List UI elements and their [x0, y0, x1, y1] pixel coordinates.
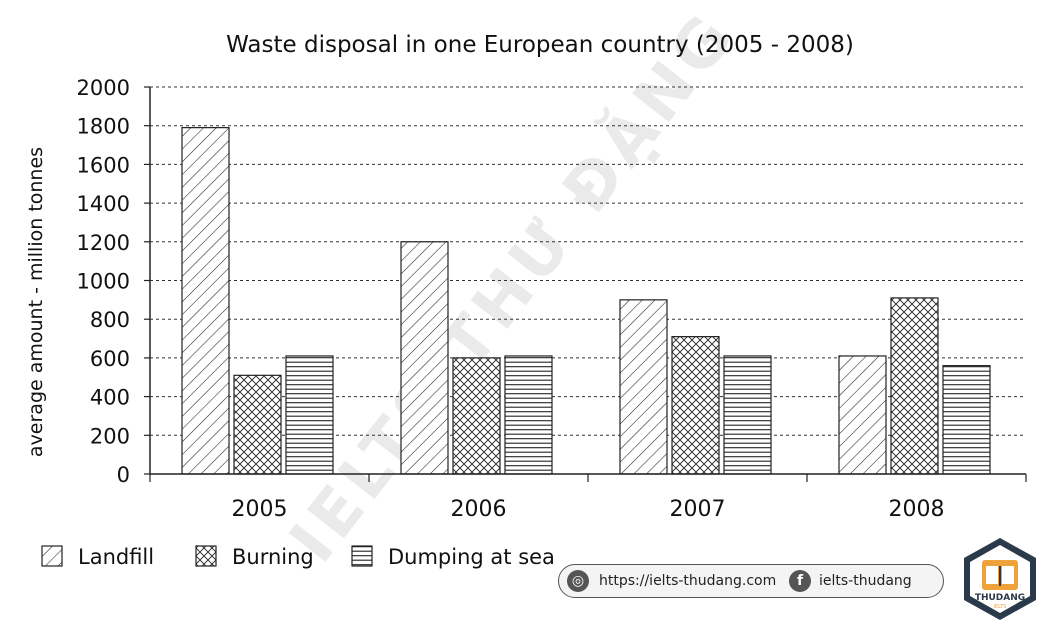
website-badge[interactable]: ◎ https://ielts-thudang.com f ielts-thud… — [558, 564, 944, 598]
bar-dumping-at-sea-2008 — [942, 365, 991, 475]
bar-landfill-2008 — [838, 355, 887, 475]
website-link[interactable]: https://ielts-thudang.com — [599, 573, 777, 589]
logo-brand-text: THUDANG — [975, 593, 1025, 603]
x-tick-label: 2008 — [889, 497, 945, 522]
bar-burning-2007 — [671, 336, 720, 475]
y-tick-label: 1600 — [77, 153, 130, 177]
bar-dumping-at-sea-2006 — [504, 355, 553, 475]
globe-icon: ◎ — [567, 570, 589, 592]
x-tick-label: 2006 — [451, 497, 507, 522]
legend-label: Burning — [232, 545, 314, 569]
legend-swatch-dumping-at-sea — [351, 545, 373, 567]
watermark-text: IELTS THƯ ĐẶNG — [274, 0, 751, 576]
legend: Landfill Burning Dumping at sea — [41, 545, 555, 569]
y-tick-label: 1200 — [77, 231, 130, 255]
bars — [181, 127, 991, 475]
legend-swatch-landfill — [41, 545, 63, 567]
facebook-link[interactable]: ielts-thudang — [819, 573, 912, 589]
bar-landfill-2005 — [181, 127, 230, 475]
bar-landfill-2006 — [400, 241, 449, 475]
bar-dumping-at-sea-2005 — [285, 355, 334, 475]
y-tick-label: 600 — [90, 347, 130, 371]
y-axis-label: average amount - million tonnes — [25, 147, 47, 457]
legend-swatch-burning — [195, 545, 217, 567]
y-tick-label: 0 — [117, 463, 130, 487]
bar-dumping-at-sea-2007 — [723, 355, 772, 475]
y-axis-ticks: 0 200 400 600 800 1000 1200 1400 1600 1800 2000 — [77, 76, 150, 487]
legend-label: Landfill — [78, 545, 154, 569]
y-tick-label: 200 — [90, 424, 130, 448]
x-axis-ticks: 2005 2006 2007 2008 — [149, 474, 1027, 522]
chart-title: Waste disposal in one European country (… — [226, 32, 854, 58]
y-tick-label: 1000 — [77, 270, 130, 294]
bar-landfill-2007 — [619, 299, 668, 475]
y-tick-label: 1400 — [77, 192, 130, 216]
y-tick-label: 1800 — [77, 115, 130, 139]
gridlines — [150, 86, 1026, 436]
x-tick-label: 2007 — [670, 497, 726, 522]
y-tick-label: 400 — [90, 386, 130, 410]
logo-sub-text: IELTS — [994, 604, 1007, 610]
bar-burning-2005 — [233, 374, 282, 475]
y-tick-label: 2000 — [77, 76, 130, 100]
y-tick-label: 800 — [90, 308, 130, 332]
x-tick-label: 2005 — [232, 497, 288, 522]
bar-burning-2006 — [452, 357, 501, 475]
bar-burning-2008 — [890, 297, 939, 475]
legend-label: Dumping at sea — [388, 545, 555, 569]
facebook-icon: f — [789, 570, 811, 592]
brand-logo: THUDANG IELTS — [964, 538, 1036, 620]
